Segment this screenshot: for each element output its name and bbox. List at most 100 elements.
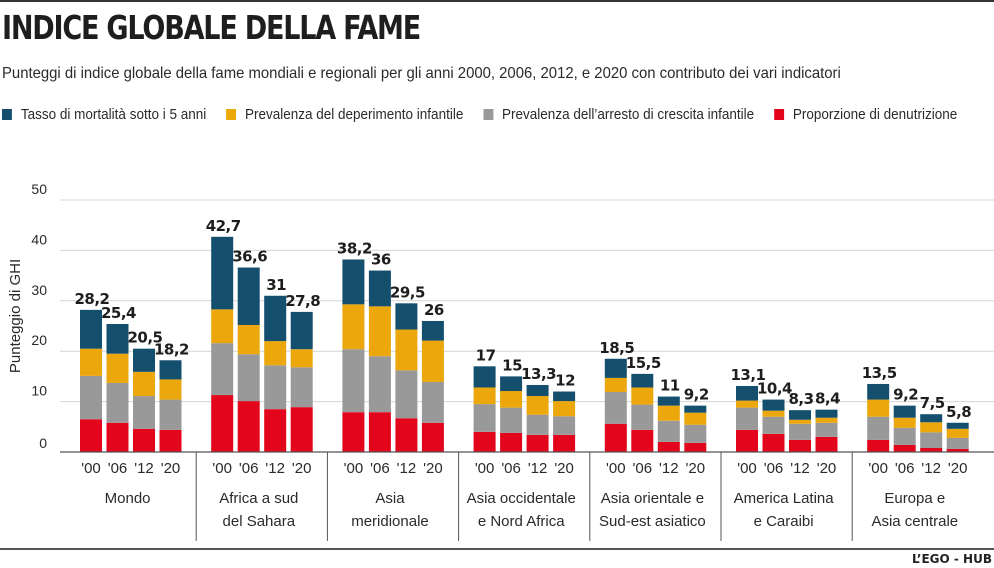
x-tick-label: '06 [501,460,521,477]
bar-segment-mortality [526,384,549,397]
group-label: Africa a sud [219,490,298,507]
value-label: 13,1 [730,366,765,384]
value-label: 38,2 [337,239,372,257]
legend-swatch-stunting [483,109,494,120]
bar-segment-undernourishment [684,442,707,452]
bar-segment-mortality [736,385,758,401]
bar-segment-mortality [631,373,654,388]
bar-segment-mortality [684,405,707,413]
footer-rule [0,548,994,550]
bar-segment-stunting [657,420,680,442]
bar-segment-mortality [657,396,680,406]
bar-segment-wasting [264,341,287,366]
bar-segment-mortality [473,366,496,388]
value-label: 7,5 [920,394,945,412]
value-label: 9,2 [893,386,918,404]
bar-segment-mortality [893,405,916,418]
bar-segment-stunting [946,437,969,449]
bar-segment-stunting [106,382,129,423]
bar-segment-wasting [421,340,444,382]
bar-segment-wasting [290,349,313,368]
group-label: e Nord Africa [478,513,565,530]
value-label: 13,3 [521,365,556,383]
bar-segment-undernourishment [290,407,313,452]
bar-segment-wasting [762,410,785,417]
bar-segment-stunting [264,365,287,410]
x-tick-label: '12 [134,460,154,477]
chart-subtitle: Punteggi di indice globale della fame mo… [2,65,841,82]
bar-segment-mortality [133,348,155,372]
legend-swatch-mortality [2,109,12,120]
bar-segment-wasting [657,405,680,421]
bar-segment-undernourishment [500,432,523,452]
bar-segment-undernourishment [159,429,182,452]
bar-segment-undernourishment [815,436,838,452]
bar-segment-undernourishment [106,422,129,452]
value-label: 15 [502,356,522,374]
legend-label-mortality: Tasso di mortalità sotto i 5 anni [20,106,207,123]
bar-segment-stunting [631,404,654,430]
x-tick-label: '20 [292,460,312,477]
bar-segment-wasting [473,387,496,405]
legend: Tasso di mortalità sotto i 5 anni Preval… [2,106,977,123]
bar-segment-undernourishment [473,431,496,452]
bar-segment-wasting [946,428,969,438]
x-tick-label: '00 [344,460,364,477]
bar-segment-mortality [500,376,523,392]
bar-segment-undernourishment [657,441,680,452]
y-tick-label: 0 [39,435,47,451]
bar-segment-stunting [867,416,890,440]
y-tick-label: 30 [31,282,47,298]
legend-label-undernourishment: Proporzione di denutrizione [792,106,958,123]
bar-segment-wasting [736,400,758,408]
y-axis-ticks: 0 10 20 30 40 50 [31,181,47,451]
x-tick-label: '00 [868,460,888,477]
top-rule [0,0,994,2]
group-label: Sud-est asiatico [599,513,706,530]
x-tick-label: '06 [108,460,128,477]
value-label: 31 [266,276,286,294]
x-tick-label: '00 [475,460,495,477]
x-tick-label: '12 [528,460,548,477]
bar-segment-mortality [553,391,576,402]
value-label: 8,3 [788,390,813,408]
bar-segment-undernourishment [237,401,260,452]
bar-segment-wasting [159,379,182,400]
value-label: 28,2 [74,290,109,308]
bar-segment-wasting [211,309,234,344]
x-tick-label: '12 [265,460,285,477]
bar-segment-stunting [893,427,916,445]
bar-segment-mortality [920,414,943,423]
value-label: 18,5 [599,339,634,357]
bar-segment-undernourishment [762,433,785,452]
bar-segment-stunting [684,424,707,443]
bar-segment-undernourishment [395,418,418,452]
bar-segment-undernourishment [368,412,391,452]
bar-segment-wasting [920,422,943,433]
bar-segment-stunting [526,414,549,435]
bar-segment-stunting [133,396,155,429]
value-label: 42,7 [206,217,241,235]
bar-segment-stunting [553,416,576,435]
bar-segment-stunting [290,367,313,408]
bar-segment-wasting [684,412,707,425]
bar-segment-wasting [237,324,260,355]
bar-segment-mortality [237,267,260,325]
bar-segment-mortality [604,358,627,378]
bar-segment-mortality [342,259,365,305]
x-tick-label: '06 [764,460,784,477]
bar-segment-undernourishment [133,428,155,452]
value-label: 17 [476,346,496,364]
chart-title: INDICE GLOBALE DELLA FAME [2,8,421,47]
bar-segment-mortality [106,323,129,354]
bar-segment-wasting [395,329,418,371]
group-label: Asia orientale e [601,490,704,507]
bar-segment-undernourishment [604,423,627,452]
x-tick-label: '00 [212,460,232,477]
value-label: 29,5 [390,283,425,301]
value-label: 36,6 [232,248,267,266]
bar-segment-undernourishment [80,419,102,452]
x-tick-label: '20 [423,460,443,477]
